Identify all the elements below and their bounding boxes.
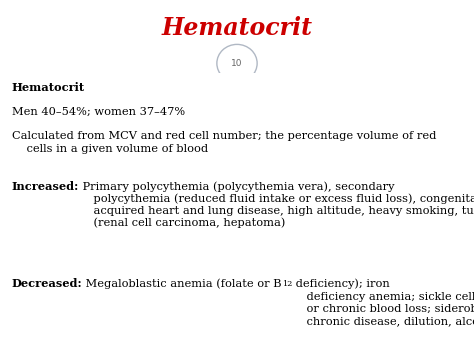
Text: 10: 10 (231, 59, 243, 68)
Text: Men 40–54%; women 37–47%: Men 40–54%; women 37–47% (12, 106, 185, 116)
Text: Decreased:: Decreased: (12, 278, 82, 289)
Text: Hematocrit: Hematocrit (162, 16, 312, 40)
Text: Hematocrit: Hematocrit (12, 82, 85, 93)
Text: Megaloblastic anemia (folate or B: Megaloblastic anemia (folate or B (82, 278, 282, 289)
Ellipse shape (217, 44, 257, 82)
Text: 12: 12 (282, 280, 292, 288)
Text: Increased:: Increased: (12, 181, 79, 192)
Text: deficiency); iron
    deficiency anemia; sickle cell anemia or other hemoglobino: deficiency); iron deficiency anemia; sic… (292, 278, 474, 327)
Text: Calculated from MCV and red cell number; the percentage volume of red
    cells : Calculated from MCV and red cell number;… (12, 131, 436, 154)
Text: Primary polycythemia (polycythemia vera), secondary
    polycythemia (reduced fl: Primary polycythemia (polycythemia vera)… (79, 181, 474, 228)
